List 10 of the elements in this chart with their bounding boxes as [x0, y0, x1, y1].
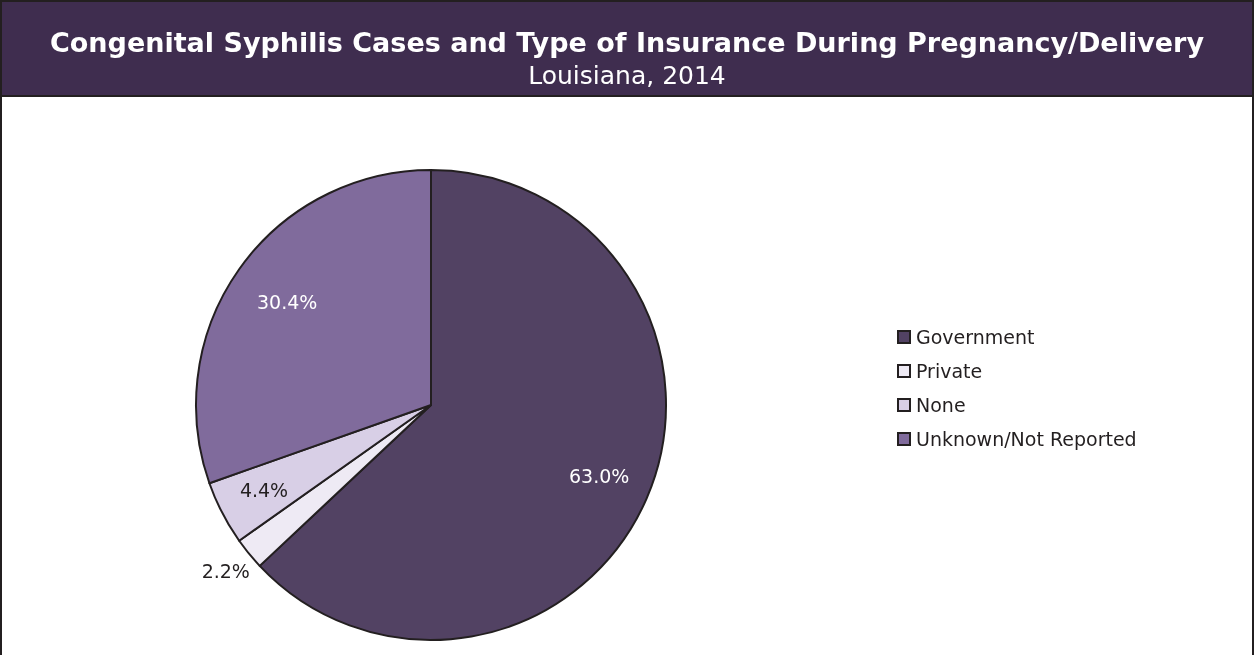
- legend-label: Private: [916, 359, 983, 382]
- chart-title: Congenital Syphilis Cases and Type of Insurance During Pregnancy/Delivery: [49, 27, 1205, 58]
- data-label: 2.2%: [201, 560, 250, 583]
- legend-label: Government: [916, 325, 1035, 348]
- data-label: 4.4%: [239, 478, 289, 501]
- data-label: 63.0%: [569, 465, 630, 488]
- legend-label: None: [916, 393, 966, 416]
- data-label: 30.4%: [256, 290, 318, 313]
- legend-label: Unknown/Not Reported: [916, 427, 1137, 450]
- chart-subtitle: Louisiana, 2014: [528, 61, 726, 90]
